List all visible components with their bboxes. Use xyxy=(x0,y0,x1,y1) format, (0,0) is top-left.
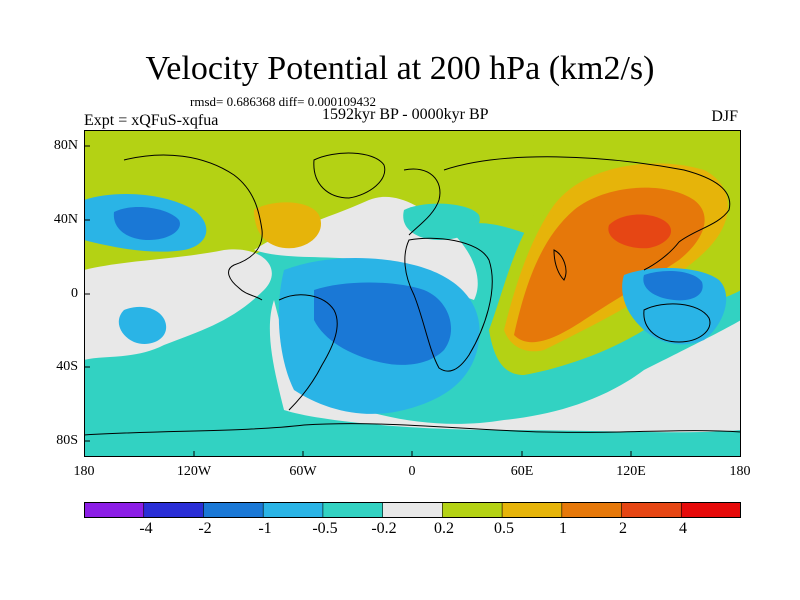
colorbar-swatch-2 xyxy=(203,502,264,518)
colorbar-swatch-5 xyxy=(382,502,444,518)
colorbar-swatch-1 xyxy=(143,502,205,518)
lon-label-60w: 60W xyxy=(289,464,317,479)
experiment-label: Expt = xQFuS-xqfua xyxy=(84,112,219,129)
colorbar-label-2: 2 xyxy=(619,520,627,537)
colorbar-swatch-4 xyxy=(322,502,384,518)
colorbar-label-neg1: -1 xyxy=(258,520,272,537)
lon-label-120w: 120W xyxy=(176,464,212,479)
season-label: DJF xyxy=(711,108,738,125)
colorbar-swatch-0 xyxy=(84,502,145,518)
field-darkblue-indonesia xyxy=(643,270,703,301)
coast-greenland xyxy=(313,152,386,199)
lon-label-0: 0 xyxy=(408,464,416,479)
colorbar-label-neg4: -4 xyxy=(139,520,153,537)
coast-south-america xyxy=(278,294,338,411)
lat-label-0: 0 xyxy=(71,286,78,301)
lat-label-80s: 80S xyxy=(56,433,78,448)
colorbar-label-neg2: -2 xyxy=(198,520,212,537)
colorbar-label-0-5: 0.5 xyxy=(494,520,514,537)
axis-ticks xyxy=(84,145,632,457)
colorbar-swatch-7 xyxy=(501,502,563,518)
coast-africa xyxy=(404,237,493,372)
field-red-eastasia xyxy=(608,214,672,249)
colorbar-swatch-3 xyxy=(262,502,324,518)
lon-label-180-east: 180 xyxy=(729,464,751,479)
colorbar-swatch-10 xyxy=(680,502,741,518)
field-grey-south xyxy=(269,300,741,433)
coast-australia xyxy=(643,303,711,343)
colorbar-label-4: 4 xyxy=(679,520,687,537)
lon-label-60e: 60E xyxy=(510,464,534,479)
colorbar-label-1: 1 xyxy=(559,520,567,537)
field-darkblue-northpacific xyxy=(113,206,180,240)
colorbar-label-neg0-5: -0.5 xyxy=(312,520,338,537)
rmsd-diff-stats: rmsd= 0.686368 diff= 0.000109432 xyxy=(190,94,376,109)
field-blue-mediterranean xyxy=(403,203,480,240)
field-blue-southpacific xyxy=(118,306,167,345)
colorbar-swatch-6 xyxy=(442,502,503,518)
period-label: 1592kyr BP - 0000kyr BP xyxy=(322,106,489,123)
lon-label-120e: 120E xyxy=(616,464,646,479)
field-yellow-northamerica xyxy=(254,202,322,249)
lat-label-80n: 80N xyxy=(53,138,78,153)
coast-europe xyxy=(403,168,441,236)
coast-asia xyxy=(443,156,731,271)
colorbar-label-0-2: 0.2 xyxy=(434,520,454,537)
colorbar-swatch-8 xyxy=(561,502,623,518)
coast-india xyxy=(553,249,567,281)
coast-north-america xyxy=(123,154,263,301)
map-title: Velocity Potential at 200 hPa (km2/s) xyxy=(145,50,655,87)
coast-antarctica xyxy=(84,423,741,436)
velocity-potential-map xyxy=(84,130,741,457)
lat-label-40n: 40N xyxy=(53,212,78,227)
colorbar-label-neg0-2: -0.2 xyxy=(371,520,397,537)
lat-label-40s: 40S xyxy=(56,359,78,374)
coastlines xyxy=(84,152,741,436)
lon-label-180-west: 180 xyxy=(73,464,95,479)
colorbar xyxy=(84,502,741,518)
colorbar-swatch-9 xyxy=(621,502,683,518)
